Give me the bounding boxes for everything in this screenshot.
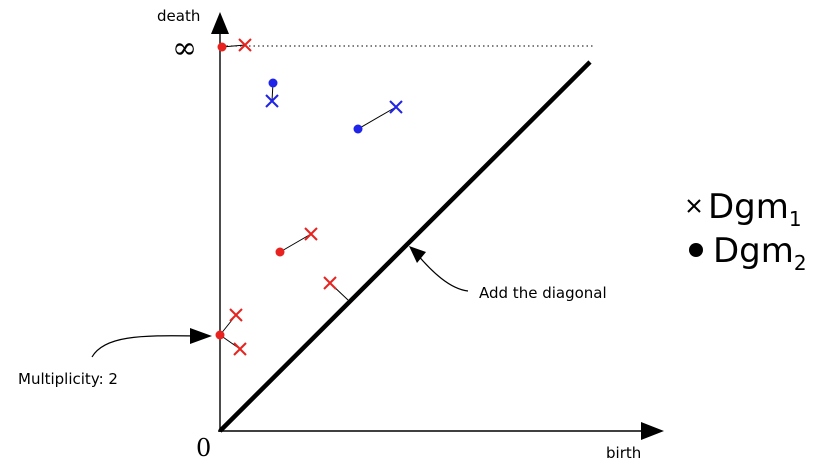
diagonal-annotation-arrowhead xyxy=(409,246,426,263)
legend-dgm1: Dgm1 xyxy=(687,187,802,231)
origin-label: 0 xyxy=(196,434,211,462)
dot-icon xyxy=(275,247,285,257)
diagonal-annotation-arrow xyxy=(415,252,469,292)
multiplicity-annotation-label: Multiplicity: 2 xyxy=(18,370,118,388)
multiplicity-annotation-arrowhead xyxy=(190,328,212,344)
cross-icon xyxy=(687,199,701,213)
dot-icon xyxy=(268,78,278,88)
svg-text:Dgm2: Dgm2 xyxy=(713,231,807,275)
cross-icon xyxy=(233,342,247,356)
legend-dgm1-text: Dgm xyxy=(708,187,789,227)
legend-dgm2-text: Dgm xyxy=(713,231,794,271)
legend-dgm2-sub: 2 xyxy=(794,251,807,275)
legend: Dgm1 Dgm2 xyxy=(687,187,807,275)
legend-dgm1-sub: 1 xyxy=(789,207,802,231)
y-axis-label: death xyxy=(157,7,200,25)
cross-icon xyxy=(229,308,243,322)
point-blue-high xyxy=(265,78,279,108)
y-axis-arrowhead xyxy=(211,12,229,34)
x-axis-arrowhead xyxy=(641,422,664,440)
cross-icon xyxy=(238,38,252,52)
cross-icon xyxy=(323,276,337,290)
point-red-diag xyxy=(323,276,349,301)
legend-dgm2: Dgm2 xyxy=(689,231,807,275)
multiplicity-annotation-arrow xyxy=(91,335,196,358)
point-blue-mid xyxy=(353,100,403,134)
dot-icon xyxy=(689,243,703,257)
infinity-label: ∞ xyxy=(172,31,197,66)
point-red-mid xyxy=(275,227,318,257)
diagonal-line xyxy=(218,60,592,433)
dot-icon xyxy=(215,330,225,340)
cross-icon xyxy=(389,100,403,114)
point-inf-red xyxy=(217,38,252,52)
dot-icon xyxy=(353,124,363,134)
point-multiplicity xyxy=(215,308,247,356)
cross-icon xyxy=(304,227,318,241)
svg-text:Dgm1: Dgm1 xyxy=(708,187,802,231)
x-axis-label: birth xyxy=(606,444,641,462)
cross-icon xyxy=(265,94,279,108)
dot-icon xyxy=(217,42,227,52)
diagonal-annotation-label: Add the diagonal xyxy=(479,284,607,302)
